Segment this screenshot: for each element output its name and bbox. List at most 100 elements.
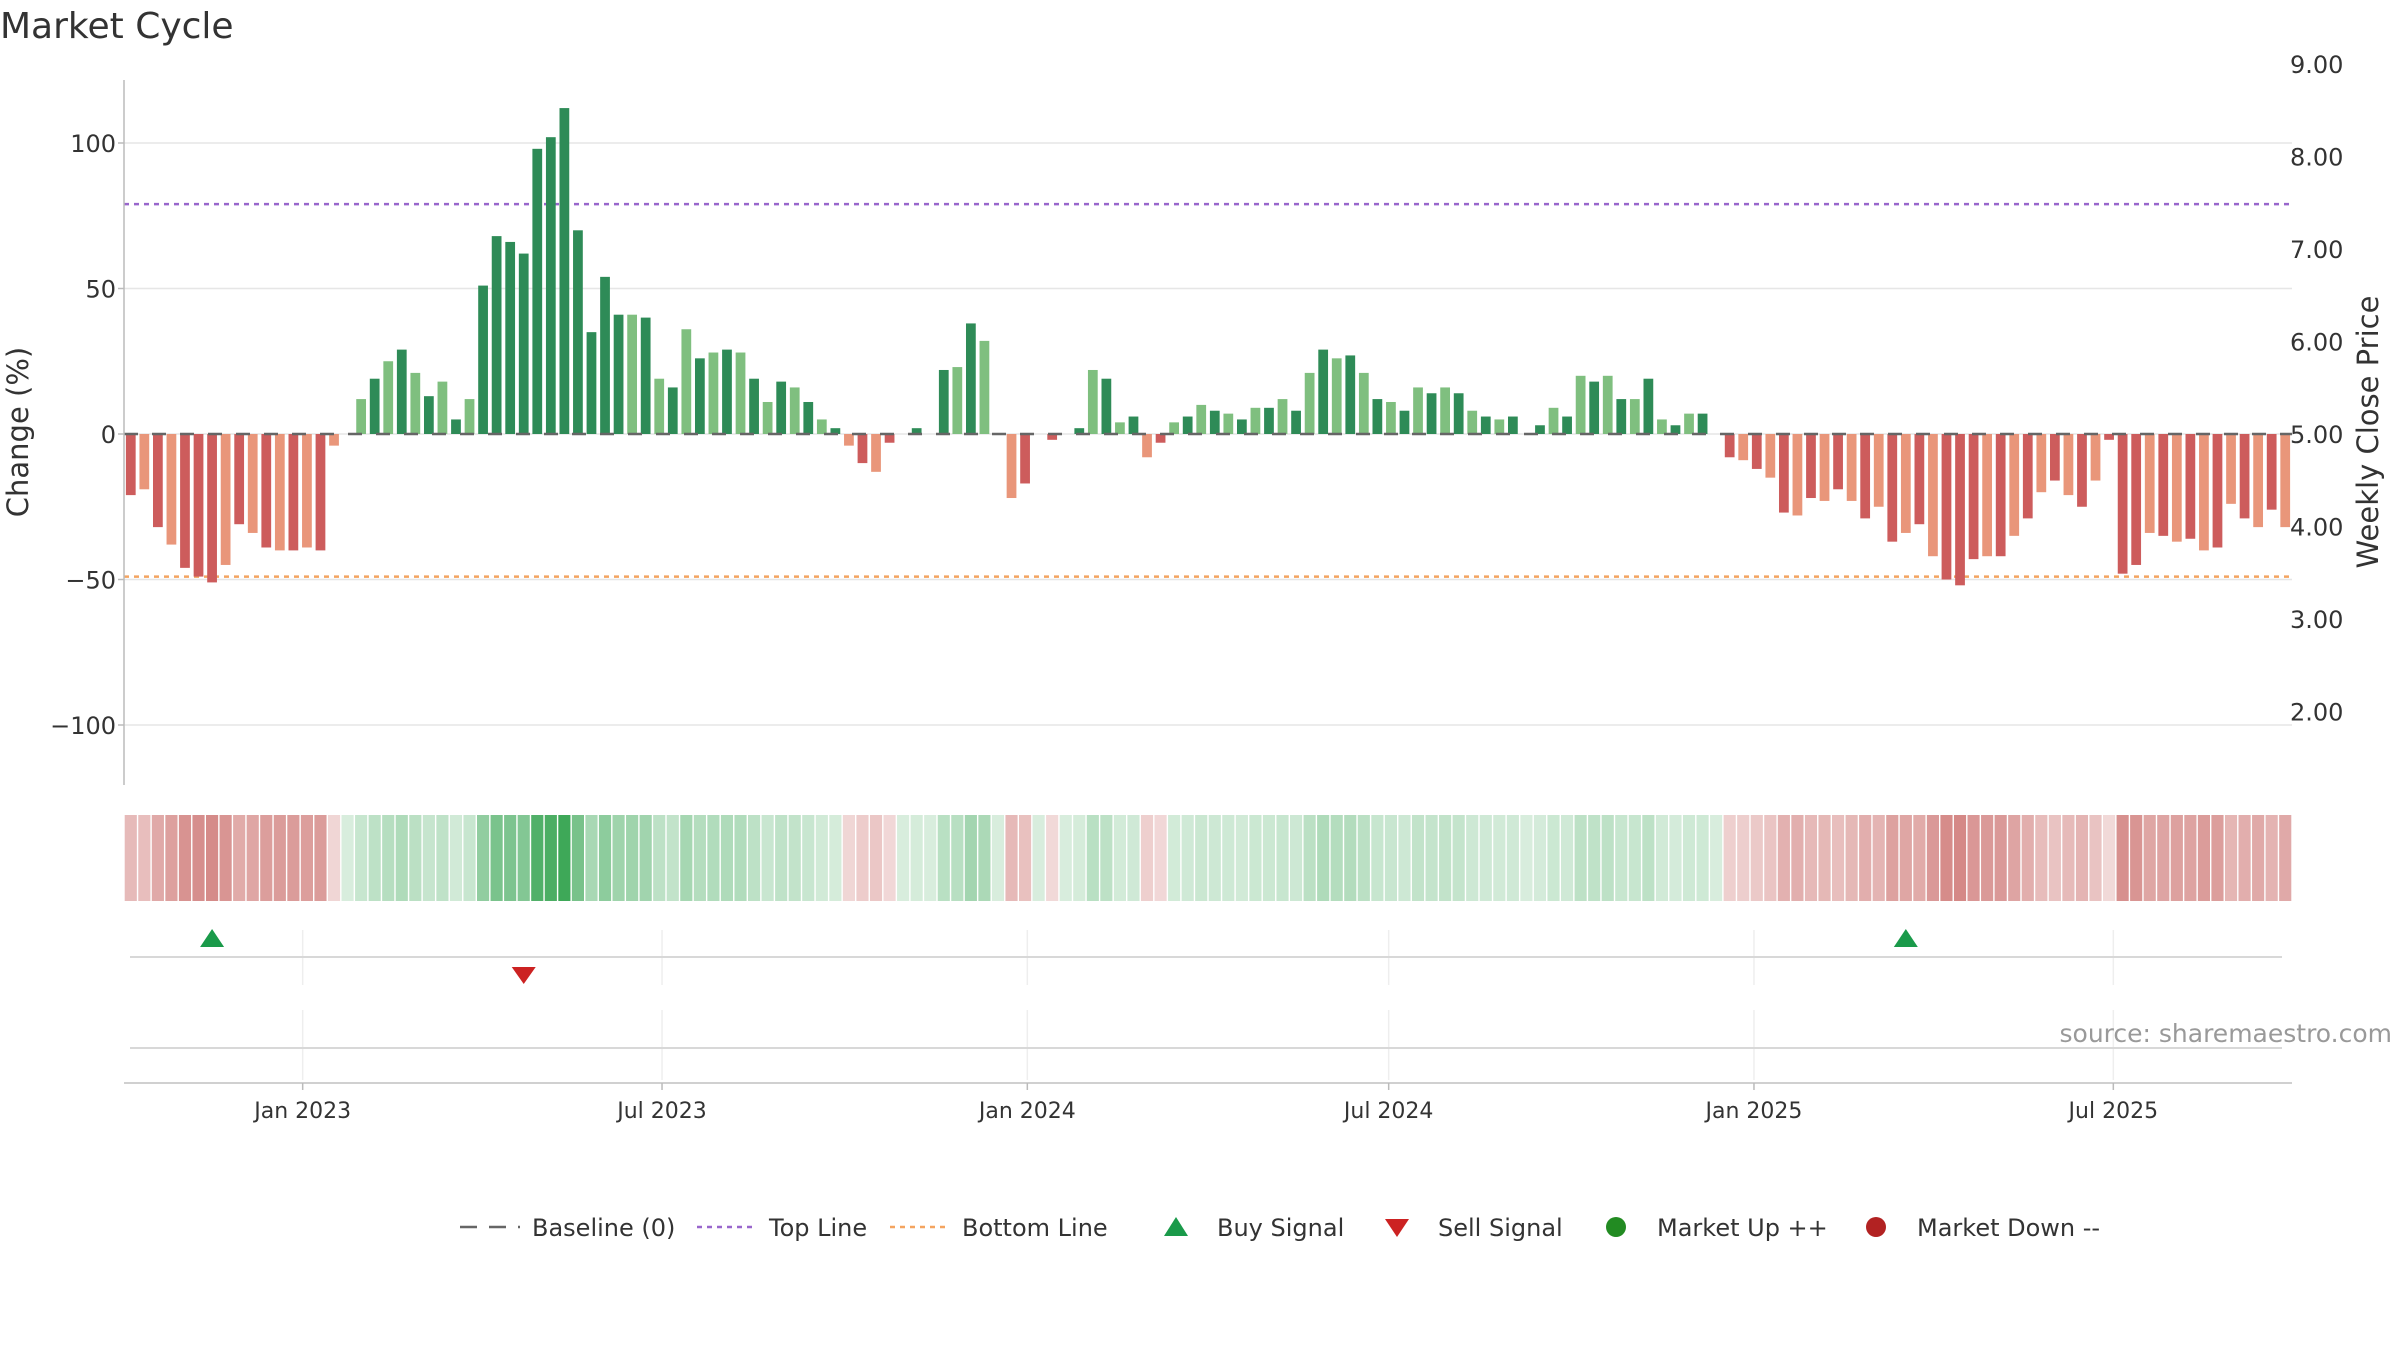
bar	[2158, 434, 2169, 536]
heat-cell	[639, 815, 652, 901]
heat-cell	[1520, 815, 1533, 901]
heat-cell	[1073, 815, 1086, 901]
y-axis-left-label: Change (%)	[1, 347, 35, 517]
heat-cell	[1669, 815, 1682, 901]
bar	[180, 434, 190, 568]
heat-cell	[436, 815, 449, 901]
bar	[2117, 434, 2128, 574]
heat-cell	[409, 815, 422, 901]
heat-cell	[2238, 815, 2251, 901]
heat-cell	[1628, 815, 1641, 901]
bar	[2036, 434, 2047, 493]
bar	[247, 434, 258, 533]
heat-cell	[1425, 815, 1438, 901]
bar	[600, 276, 610, 434]
heat-cell	[1479, 815, 1492, 901]
heat-cell	[273, 815, 286, 901]
bar	[803, 401, 814, 434]
bar	[1982, 434, 1993, 557]
bars	[125, 108, 2291, 586]
bar	[708, 352, 719, 434]
heat-cell	[2170, 815, 2183, 901]
heat-cell	[2184, 815, 2197, 901]
heat-cell	[2157, 815, 2170, 901]
lower-panel	[124, 1010, 2292, 1084]
bar	[1778, 434, 1789, 513]
bar	[2090, 434, 2101, 481]
y-left-tick-label: 50	[85, 276, 116, 304]
heat-cell	[2035, 815, 2048, 901]
y-right-tick-label: 4.00	[2290, 514, 2343, 542]
legend-label: Top Line	[768, 1214, 867, 1242]
bar	[2212, 434, 2223, 548]
bar	[1128, 416, 1139, 434]
bar	[2049, 434, 2060, 481]
heat-cell	[951, 815, 964, 901]
heat-cell	[1818, 815, 1831, 901]
bar	[2171, 434, 2182, 542]
heat-cell	[842, 815, 855, 901]
bar	[2226, 434, 2236, 504]
heat-cell	[1791, 815, 1804, 901]
bar	[356, 399, 367, 434]
bar	[1413, 387, 1423, 434]
bar	[1182, 416, 1193, 434]
bar	[220, 434, 231, 565]
heat-cell	[1466, 815, 1479, 901]
heat-cell	[206, 815, 219, 901]
bar	[396, 349, 407, 434]
bar	[1941, 434, 1952, 580]
bar	[545, 137, 556, 434]
reference-lines	[124, 202, 2292, 578]
heat-cell	[1303, 815, 1316, 901]
heat-cell	[2048, 815, 2061, 901]
legend-label: Buy Signal	[1217, 1214, 1344, 1242]
bar	[1806, 434, 1816, 499]
bar	[2253, 434, 2264, 528]
heat-cell	[178, 815, 192, 901]
bar	[1697, 413, 1708, 434]
bar	[193, 434, 204, 577]
bar	[1331, 358, 1342, 434]
heat-cell	[1127, 815, 1140, 901]
heat-cell	[1926, 815, 1939, 901]
bar	[274, 434, 285, 551]
bar	[1196, 404, 1207, 434]
bar	[640, 317, 651, 434]
heat-cell	[2265, 815, 2278, 901]
bar	[884, 434, 895, 443]
heat-cell	[788, 815, 801, 901]
bar	[830, 428, 841, 434]
heat-cell	[544, 815, 557, 901]
main-grid	[124, 142, 2292, 726]
heat-cell	[802, 815, 815, 901]
bar	[1507, 416, 1518, 434]
bar	[1440, 387, 1451, 434]
bar	[2009, 434, 2020, 536]
heat-cell	[2143, 815, 2156, 901]
bar	[139, 434, 150, 490]
heat-cell	[1493, 815, 1506, 901]
bar	[2185, 434, 2196, 539]
bar	[369, 378, 380, 434]
bar	[1589, 381, 1600, 434]
bar	[681, 329, 692, 434]
heat-cell	[1682, 815, 1696, 901]
bar	[627, 314, 638, 434]
heat-cell	[1574, 815, 1587, 901]
bar	[532, 148, 543, 434]
heat-cell	[2116, 815, 2129, 901]
heat-cell	[558, 815, 571, 901]
heat-cell	[1696, 815, 1709, 901]
y-right-tick-label: 8.00	[2290, 144, 2343, 172]
bar	[1738, 434, 1749, 461]
bar	[613, 314, 624, 434]
bar	[1792, 434, 1803, 516]
heat-cell	[1046, 815, 1059, 901]
bar	[1047, 434, 1058, 440]
heat-cell	[504, 815, 517, 901]
heat-cell	[1384, 815, 1397, 901]
bar	[1264, 407, 1274, 434]
heat-cell	[1642, 815, 1655, 901]
